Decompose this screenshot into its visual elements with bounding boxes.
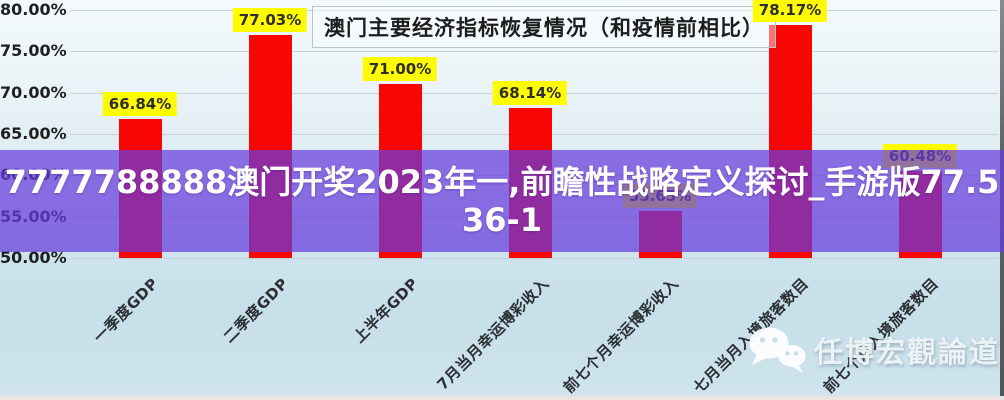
x-axis-label: 前七个月幸运博彩收入	[559, 274, 683, 397]
y-axis-tick: 75.00%	[0, 41, 67, 60]
y-axis-tick: 50.00%	[0, 248, 67, 267]
x-axis-label: 上半年GDP	[350, 274, 423, 347]
watermark-text: 任博宏觀論道	[814, 335, 1001, 369]
x-axis-label: 二季度GDP	[220, 274, 293, 347]
chart-title-box: 澳门主要经济指标恢复情况（和疫情前相比）	[312, 6, 776, 48]
wechat-icon	[749, 327, 806, 373]
grid-line	[70, 10, 998, 11]
bar-value-label: 66.84%	[102, 92, 178, 116]
x-axis-label: 7月当月幸运博彩收入	[433, 274, 553, 394]
bar-value-label: 68.14%	[492, 81, 568, 105]
watermark: 任博宏觀論道	[748, 326, 1000, 374]
screen-bottom-edge-strip	[0, 396, 1004, 400]
banner-text-line-1: 7777788888澳门开奖2023年一,前瞻性战略定义探讨_手游版77.5	[4, 163, 1000, 201]
x-axis-label: 一季度GDP	[90, 274, 163, 347]
y-axis-tick: 65.00%	[0, 124, 67, 143]
grid-line	[70, 258, 998, 259]
banner-text-line-2: 36-1	[461, 201, 543, 239]
bar-value-label: 78.17%	[752, 0, 828, 22]
y-axis-tick: 70.00%	[0, 83, 67, 102]
bar-value-label: 71.00%	[362, 57, 438, 81]
y-axis-tick: 80.00%	[0, 0, 67, 19]
chart-title: 澳门主要经济指标恢复情况（和疫情前相比）	[324, 16, 764, 40]
overlay-banner: 7777788888澳门开奖2023年一,前瞻性战略定义探讨_手游版77.5 3…	[0, 150, 1004, 252]
bar-value-label: 77.03%	[232, 8, 308, 32]
grid-line	[70, 51, 998, 52]
